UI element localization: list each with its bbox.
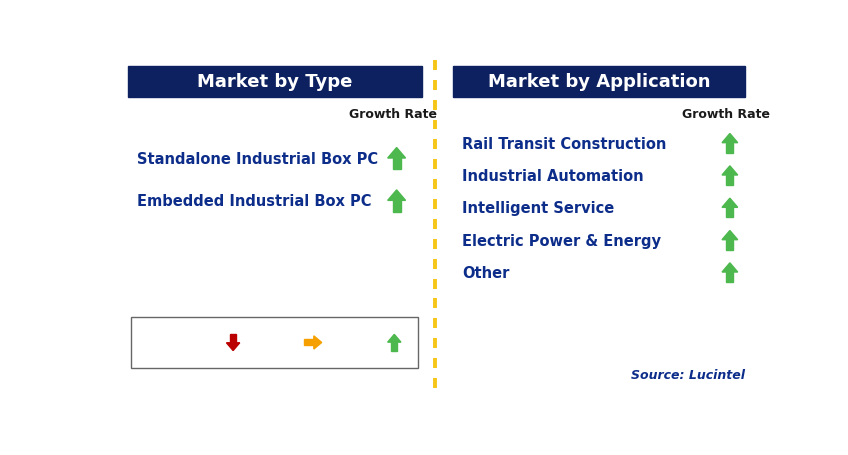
Text: Standalone Industrial Box PC: Standalone Industrial Box PC [137,152,378,167]
Bar [726,240,734,250]
Text: Source: Lucintel: Source: Lucintel [631,368,745,381]
Text: Rail Transit Construction: Rail Transit Construction [462,136,667,151]
Polygon shape [388,191,405,201]
Bar [453,67,745,98]
Text: Growth Rate: Growth Rate [682,108,770,121]
Polygon shape [722,134,738,143]
Polygon shape [388,334,401,343]
Bar [726,273,734,283]
Text: Flat: Flat [269,329,294,342]
Text: Growth Rate: Growth Rate [349,108,437,121]
Text: Other: Other [462,265,510,280]
Text: Intelligent Service: Intelligent Service [462,201,615,216]
Bar [726,143,734,153]
Text: Negative: Negative [175,329,234,342]
FancyBboxPatch shape [131,318,417,368]
Bar [128,67,422,98]
Bar [393,201,401,212]
Text: (2024-30):: (2024-30): [137,343,206,356]
Polygon shape [388,148,405,159]
Bar [726,208,734,218]
Text: Embedded Industrial Box PC: Embedded Industrial Box PC [137,194,371,209]
Text: Industrial Automation: Industrial Automation [462,168,644,183]
Polygon shape [722,199,738,208]
Bar [726,176,734,186]
Text: 0%-3%: 0%-3% [261,345,303,358]
Text: Electric Power & Energy: Electric Power & Energy [462,233,661,248]
Polygon shape [722,263,738,273]
Polygon shape [314,336,321,349]
Bar [393,159,401,170]
Polygon shape [226,343,240,351]
Text: <0%: <0% [190,345,219,358]
Polygon shape [722,231,738,240]
Bar [230,334,236,343]
Bar [391,343,398,351]
Polygon shape [722,167,738,176]
Text: CAGR: CAGR [137,329,174,342]
Text: Market by Type: Market by Type [198,73,353,91]
Text: Growing: Growing [332,329,388,342]
Bar [304,340,314,346]
Text: >3%: >3% [346,345,374,358]
Text: Market by Application: Market by Application [488,73,710,91]
